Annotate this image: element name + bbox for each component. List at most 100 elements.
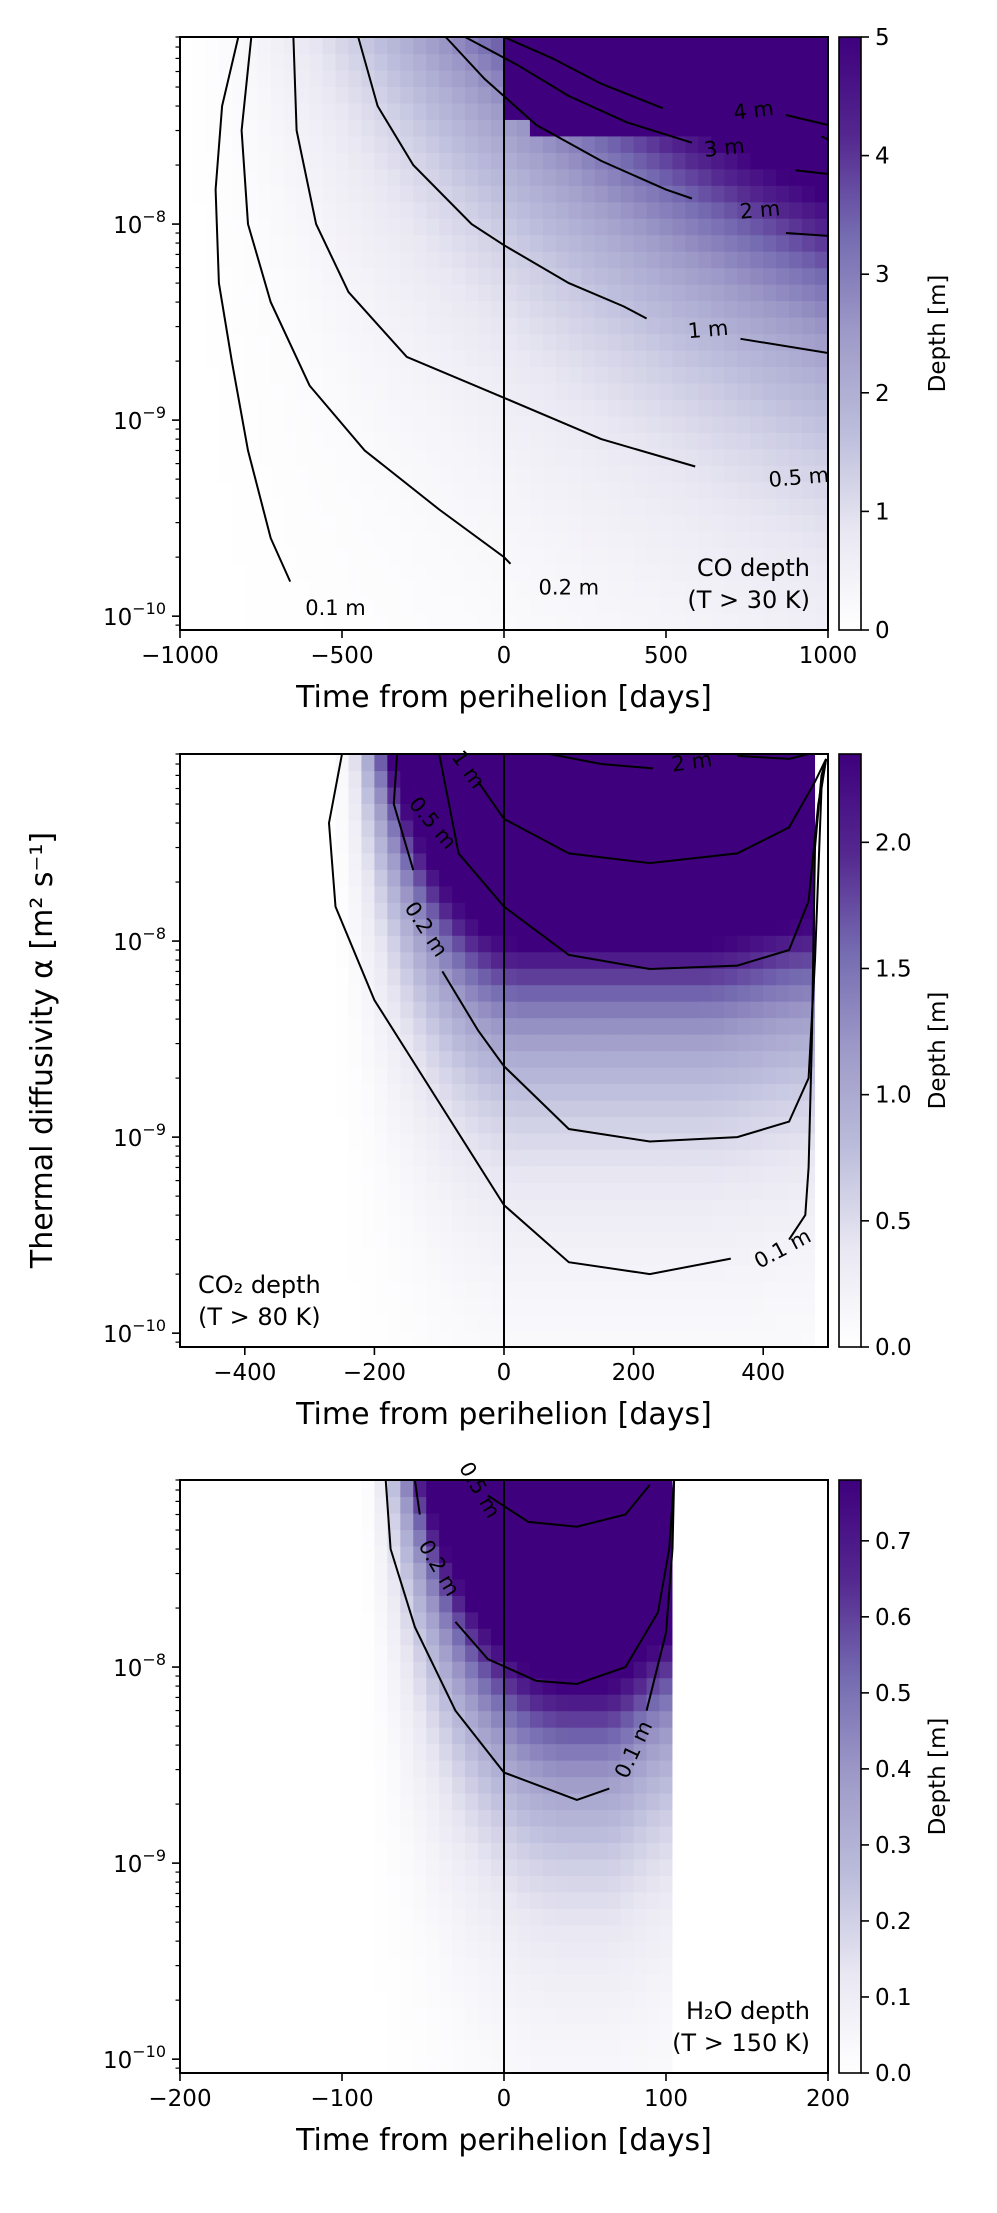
heatmap-cell bbox=[218, 1050, 233, 1068]
heatmap-cell bbox=[283, 86, 298, 104]
heatmap-cell bbox=[192, 1330, 207, 1348]
heatmap-cell bbox=[685, 218, 699, 236]
heatmap-cell bbox=[205, 1578, 220, 1596]
heatmap-cell bbox=[478, 1182, 492, 1200]
heatmap-cell bbox=[815, 399, 829, 417]
heatmap-cell bbox=[322, 1611, 337, 1629]
heatmap-cell bbox=[555, 1165, 570, 1183]
heatmap-cell bbox=[607, 1281, 622, 1299]
heatmap-cell bbox=[504, 531, 518, 549]
heatmap-cell bbox=[491, 1099, 505, 1117]
heatmap-cell bbox=[374, 803, 388, 821]
heatmap-cell bbox=[815, 37, 829, 55]
heatmap-cell bbox=[620, 2007, 635, 2025]
heatmap-cell bbox=[815, 218, 829, 236]
heatmap-cell bbox=[685, 902, 699, 920]
heatmap-cell bbox=[465, 1264, 479, 1282]
heatmap-cell bbox=[374, 119, 388, 137]
heatmap-cell bbox=[659, 984, 674, 1002]
heatmap-cell bbox=[698, 1132, 712, 1150]
heatmap-cell bbox=[750, 498, 764, 516]
heatmap-cell bbox=[439, 1248, 453, 1266]
heatmap-cell bbox=[633, 498, 648, 516]
heatmap-cell bbox=[465, 1001, 479, 1019]
heatmap-cell bbox=[374, 251, 388, 269]
heatmap-cell bbox=[465, 300, 479, 318]
heatmap-cell bbox=[296, 333, 311, 351]
heatmap-cell bbox=[607, 1198, 622, 1216]
heatmap-cell bbox=[180, 300, 194, 318]
heatmap-cell bbox=[400, 267, 414, 285]
heatmap-cell bbox=[607, 1562, 622, 1580]
heatmap-cell bbox=[633, 218, 648, 236]
heatmap-cell bbox=[413, 366, 427, 384]
heatmap-cell bbox=[516, 234, 531, 252]
heatmap-cell bbox=[413, 317, 427, 335]
heatmap-cell bbox=[465, 1529, 479, 1547]
heatmap-cell bbox=[413, 1908, 427, 1926]
heatmap-cell bbox=[763, 852, 777, 870]
heatmap-cell bbox=[620, 152, 635, 170]
heatmap-cell bbox=[283, 234, 298, 252]
heatmap-cell bbox=[231, 564, 246, 582]
heatmap-cell bbox=[257, 819, 272, 837]
heatmap-cell bbox=[387, 1215, 401, 1233]
heatmap-cell bbox=[646, 201, 661, 219]
heatmap-cell bbox=[192, 1083, 207, 1101]
heatmap-cell bbox=[504, 415, 518, 433]
heatmap-cell bbox=[231, 1825, 246, 1843]
heatmap-cell bbox=[516, 415, 531, 433]
heatmap-cell bbox=[244, 481, 259, 499]
heatmap-cell bbox=[672, 1314, 687, 1332]
heatmap-cell bbox=[802, 1231, 816, 1249]
heatmap-cell bbox=[205, 234, 220, 252]
heatmap-cell bbox=[711, 1083, 725, 1101]
heatmap-cell bbox=[620, 597, 635, 615]
heatmap-cell bbox=[257, 1231, 272, 1249]
heatmap-cell bbox=[646, 547, 661, 565]
heatmap-cell bbox=[231, 1743, 246, 1761]
heatmap-cell bbox=[529, 1314, 544, 1332]
heatmap-cell bbox=[529, 1595, 544, 1613]
heatmap-cell bbox=[711, 251, 725, 269]
heatmap-cell bbox=[361, 267, 375, 285]
heatmap-cell bbox=[646, 366, 661, 384]
heatmap-cell bbox=[361, 448, 375, 466]
heatmap-cell bbox=[283, 37, 298, 55]
heatmap-cell bbox=[555, 399, 570, 417]
heatmap-cell bbox=[374, 317, 388, 335]
heatmap-cell bbox=[750, 770, 764, 788]
heatmap-cell bbox=[192, 2056, 207, 2074]
heatmap-cell bbox=[802, 531, 816, 549]
heatmap-cell bbox=[348, 1034, 363, 1052]
heatmap-cell bbox=[231, 2056, 246, 2074]
heatmap-cell bbox=[529, 1628, 544, 1646]
heatmap-cell bbox=[750, 902, 764, 920]
heatmap-cell bbox=[711, 918, 725, 936]
heatmap-cell bbox=[244, 1496, 259, 1514]
heatmap-cell bbox=[283, 1974, 298, 1992]
heatmap-cell bbox=[594, 1165, 609, 1183]
heatmap-cell bbox=[491, 349, 505, 368]
heatmap-cell bbox=[633, 1297, 648, 1315]
heatmap-cell bbox=[322, 547, 337, 565]
heatmap-cell bbox=[750, 481, 764, 499]
heatmap-cell bbox=[309, 1957, 324, 1975]
heatmap-cell bbox=[581, 465, 596, 483]
heatmap-cell bbox=[789, 382, 803, 400]
heatmap-cell bbox=[815, 69, 829, 88]
heatmap-cell bbox=[361, 1198, 375, 1216]
heatmap-cell bbox=[504, 1957, 518, 1975]
heatmap-cell bbox=[452, 1034, 466, 1052]
heatmap-cell bbox=[439, 1941, 453, 1959]
heatmap-cell bbox=[192, 1281, 207, 1299]
heatmap-cell bbox=[478, 1924, 492, 1942]
heatmap-cell bbox=[180, 218, 194, 236]
heatmap-cell bbox=[478, 984, 492, 1002]
heatmap-cell bbox=[815, 1264, 829, 1282]
heatmap-cell bbox=[413, 1661, 427, 1679]
heatmap-cell bbox=[426, 1924, 440, 1942]
heatmap-cell bbox=[335, 2056, 350, 2074]
heatmap-cell bbox=[802, 37, 816, 55]
heatmap-cell bbox=[452, 1083, 466, 1101]
